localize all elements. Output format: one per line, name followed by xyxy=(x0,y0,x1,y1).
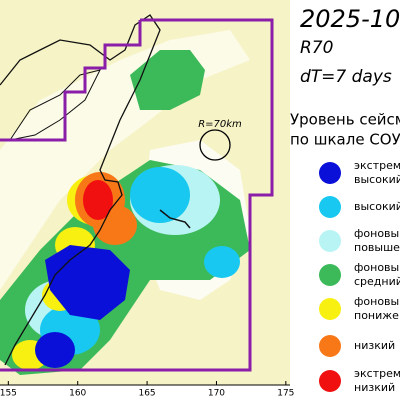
x-axis: 155 160 165 170 175 xyxy=(0,381,294,399)
legend-swatch xyxy=(319,335,341,357)
legend-title: Уровень сейсм xyxy=(290,111,400,129)
legend-label: высокий xyxy=(354,173,400,186)
white-area xyxy=(0,30,250,290)
legend-swatch xyxy=(319,230,341,252)
anomaly-zone xyxy=(83,180,113,220)
legend-label: низкий xyxy=(354,381,395,394)
legend-swatch xyxy=(319,370,341,392)
x-tick-label: 155 xyxy=(0,389,17,399)
x-tick-label: 170 xyxy=(208,389,225,399)
coastline xyxy=(0,14,161,366)
legend-label: высокий xyxy=(354,200,400,213)
radius-circle xyxy=(199,129,231,161)
map: R=70km xyxy=(0,0,290,385)
region-boundary xyxy=(0,18,274,372)
legend-swatch xyxy=(319,264,341,286)
legend-label: повышен xyxy=(354,241,400,254)
legend-label: низкий xyxy=(354,339,395,352)
x-tick-label: 165 xyxy=(138,389,155,399)
island xyxy=(159,209,191,229)
coastline xyxy=(8,69,101,141)
legend-label: фоновы xyxy=(354,261,399,274)
legend-swatch xyxy=(319,196,341,218)
legend-label: экстрема xyxy=(354,159,400,172)
title: 2025-10- xyxy=(300,5,400,33)
legend-swatch xyxy=(319,298,341,320)
legend-title: по шкале СОУ xyxy=(290,131,400,149)
legend-label: фоновы xyxy=(354,295,399,308)
anomaly-zone xyxy=(35,332,75,368)
x-tick-label: 160 xyxy=(69,389,86,399)
legend-label: фоновы xyxy=(354,227,399,240)
legend-label: средний xyxy=(354,275,400,288)
legend-swatch xyxy=(319,162,341,184)
anomaly-zone xyxy=(130,50,205,110)
method: R70 xyxy=(300,38,333,58)
legend-label: экстрема xyxy=(354,367,400,380)
window: dT=7 days xyxy=(300,67,392,87)
anomaly-zone xyxy=(130,167,190,223)
x-tick-label: 175 xyxy=(277,389,294,399)
anomaly-zone xyxy=(204,246,240,278)
radius-label: R=70km xyxy=(198,119,242,130)
